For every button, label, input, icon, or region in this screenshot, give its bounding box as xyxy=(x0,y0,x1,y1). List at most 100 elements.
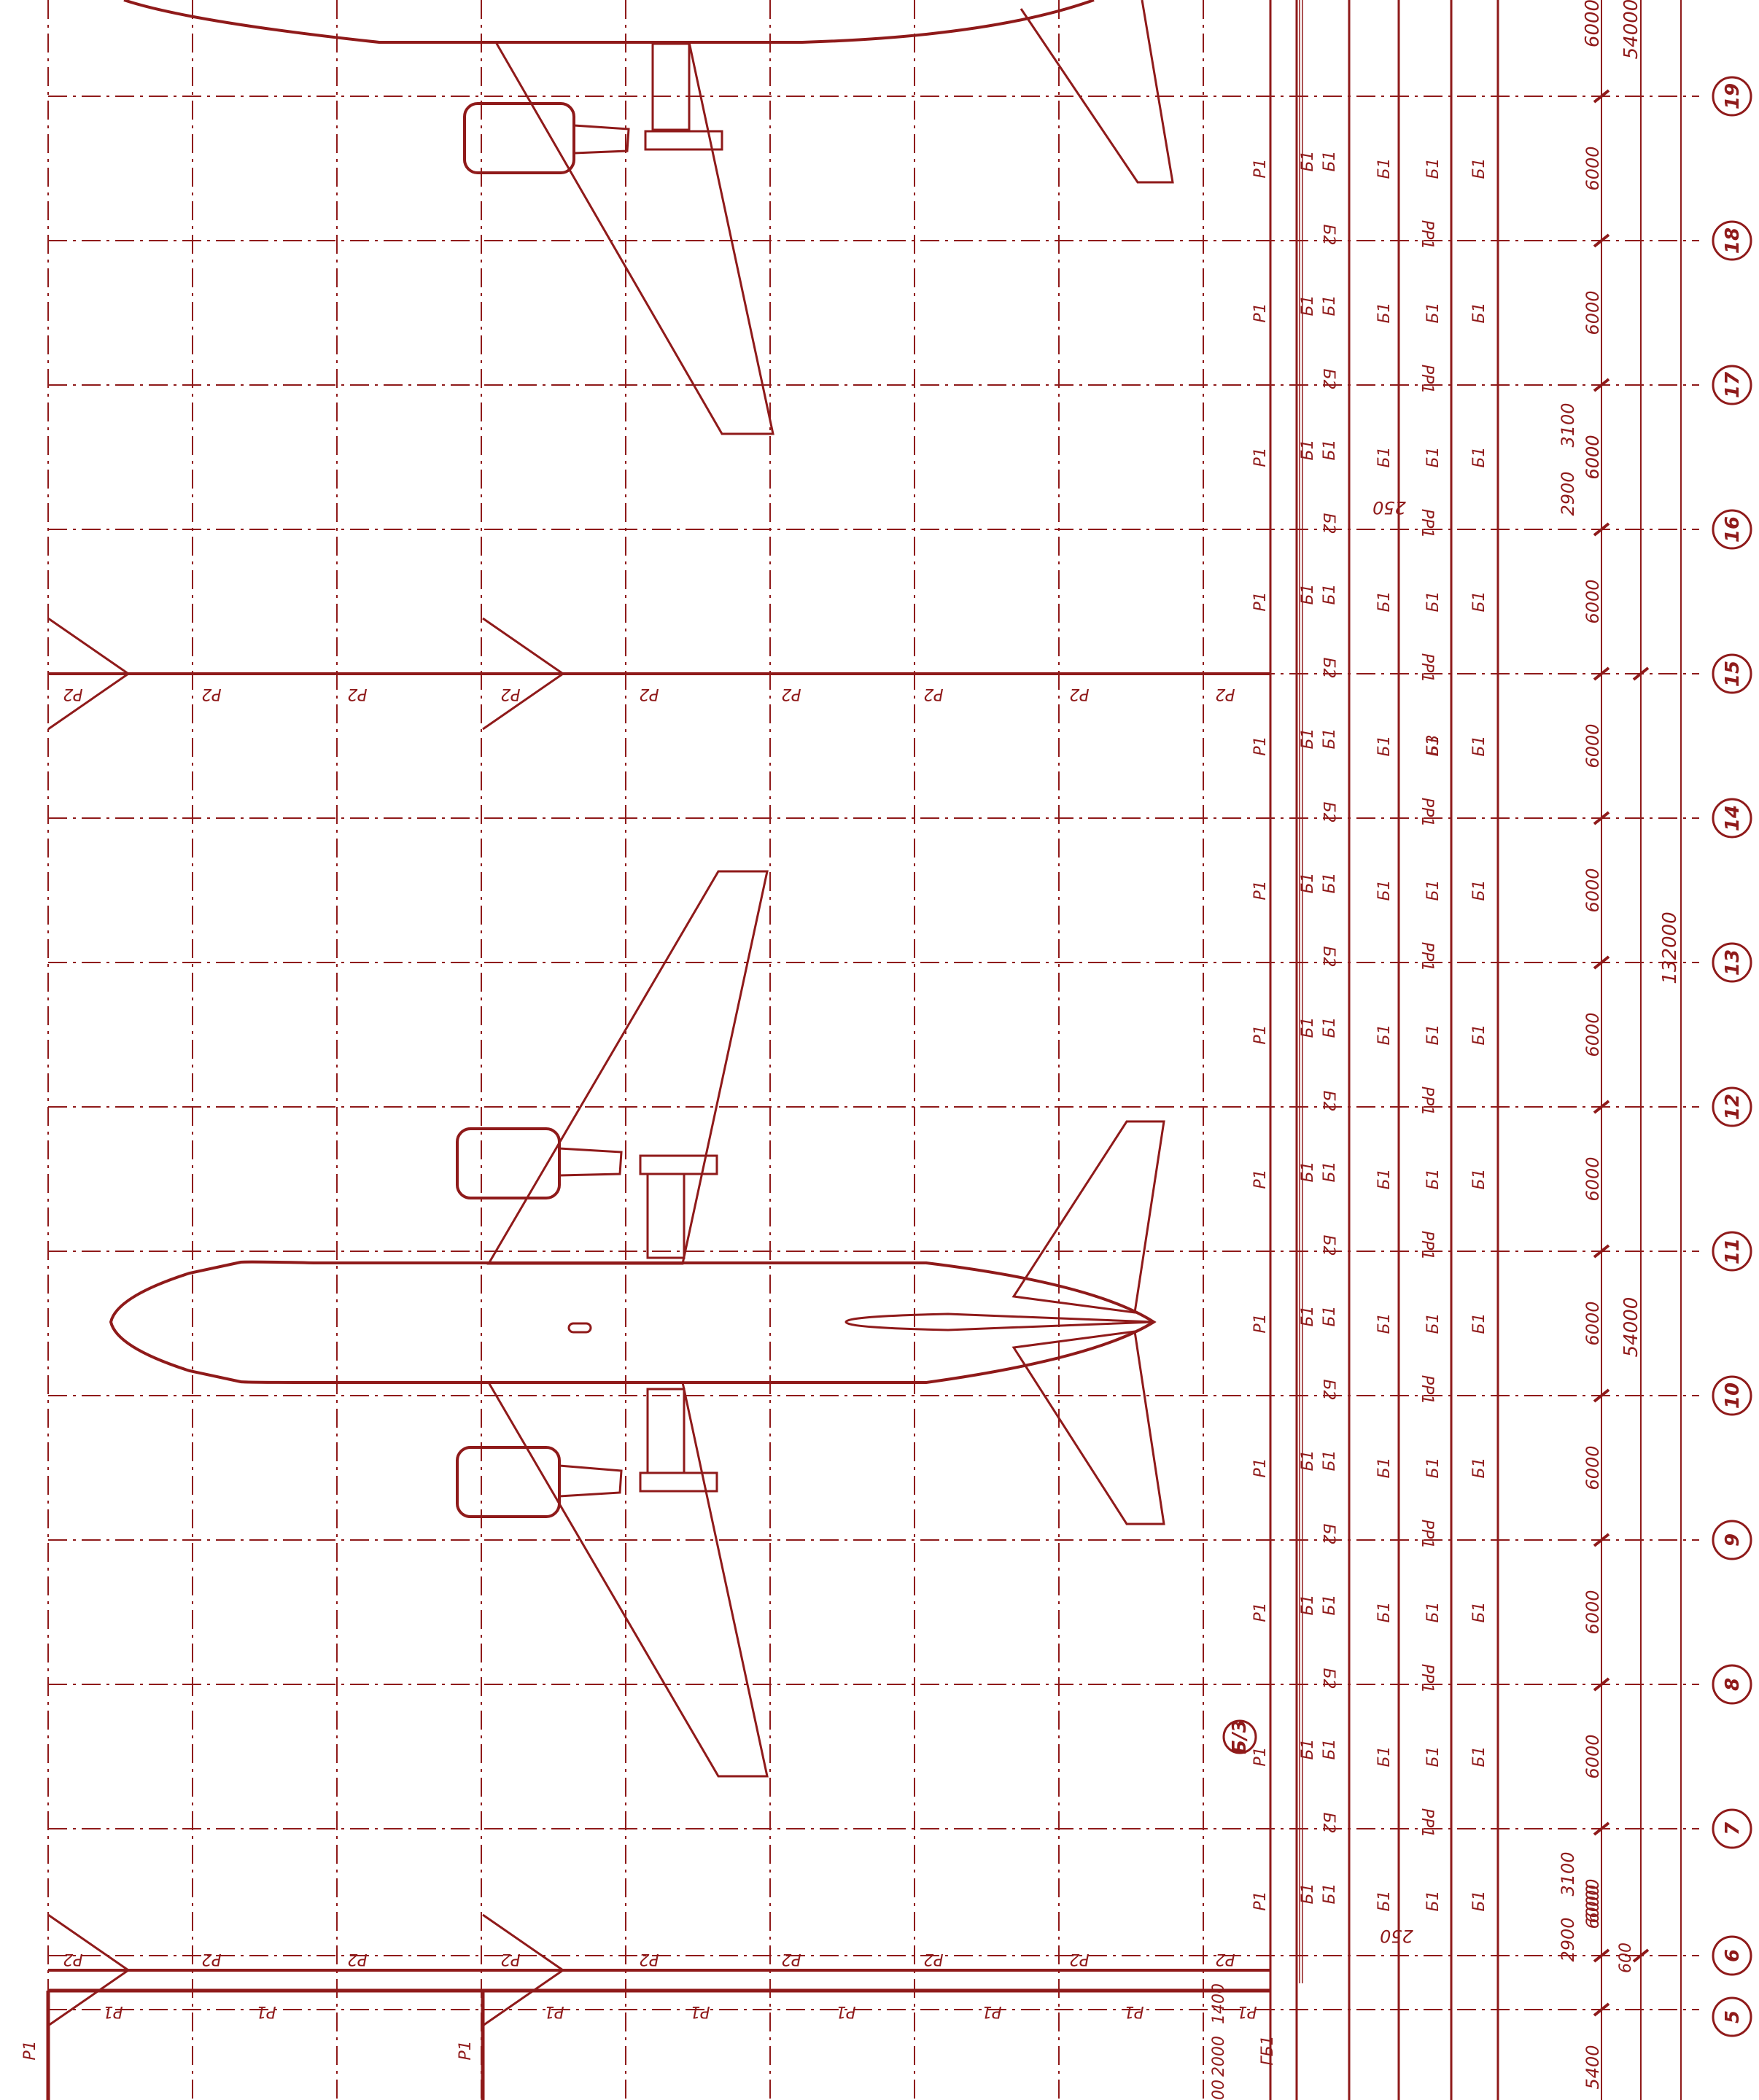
b2-label: Б2 xyxy=(1319,1523,1337,1544)
b1-label: Б1 xyxy=(1321,150,1339,171)
bay-dimension-label: 6000 xyxy=(1583,1156,1603,1201)
axis-marker-number: 12 xyxy=(1722,1094,1744,1120)
axis-marker-circle xyxy=(1712,509,1752,550)
axis-marker-number: 18 xyxy=(1722,228,1744,254)
bay-dimension-label: 6000 xyxy=(1583,579,1603,623)
b1-label: Б1 xyxy=(1321,1738,1339,1759)
pp1-label: РР1 xyxy=(1418,1231,1436,1261)
dimension-tick xyxy=(1593,666,1610,681)
b1-label: Б1 xyxy=(1375,1168,1394,1189)
pair-bottom-b: 6000 xyxy=(1583,1884,1603,1929)
axis-marker-18: 18 xyxy=(1712,220,1752,261)
p2-label: Р2 xyxy=(63,1950,82,1968)
p1-label: Р1 xyxy=(1251,447,1270,467)
aircraft-upper xyxy=(123,0,1174,435)
bottom-00: 00 xyxy=(1210,2080,1228,2100)
section-mark: Б/3 xyxy=(1222,1719,1257,1754)
b1-label: Б1 xyxy=(1321,1016,1339,1038)
p2-label: Р2 xyxy=(781,685,801,703)
b1-label: Б1 xyxy=(1299,295,1317,316)
b2-label: Б2 xyxy=(1319,946,1337,967)
overall-dimension: 132000 xyxy=(1659,911,1681,984)
b1-label: Б1 xyxy=(1375,1890,1394,1911)
p1-label: Р1 xyxy=(1251,1746,1270,1766)
b1-label: Б1 xyxy=(1424,446,1442,467)
axis-marker-circle xyxy=(1712,365,1752,405)
b1-label: Б1 xyxy=(1470,1312,1488,1334)
axis-marker-7: 7 xyxy=(1712,1808,1752,1849)
b1-label: Б1 xyxy=(1375,1312,1394,1334)
b1-label: Б1 xyxy=(1470,1746,1488,1767)
axis-marker-15: 15 xyxy=(1712,653,1752,694)
b1-label: Б1 xyxy=(1321,1883,1339,1904)
b1-label: Б1 xyxy=(1299,583,1317,604)
dimension-tick xyxy=(1593,522,1610,537)
b1-label: Б1 xyxy=(1375,446,1394,467)
b1-label: Б1 xyxy=(1299,150,1317,171)
bay-dimension-label: 6000 xyxy=(1583,146,1603,190)
p1-cable-label: Р1 xyxy=(1124,2002,1143,2021)
p1-label: Р1 xyxy=(1251,1602,1270,1622)
p1-mid-bottom: Р1 xyxy=(457,2040,475,2060)
dimension-tick xyxy=(1593,1677,1610,1692)
b1-label: Б1 xyxy=(1299,1594,1317,1615)
bay-dimension-label: 6000 xyxy=(1583,290,1603,335)
section-mark-label: Б/3 xyxy=(1229,1719,1251,1754)
p2-label: Р2 xyxy=(347,685,367,703)
axis-marker-number: 11 xyxy=(1722,1238,1744,1264)
b1-label: Б1 xyxy=(1470,158,1488,179)
p2-label: Р2 xyxy=(639,685,659,703)
b1-label: Б1 xyxy=(1375,1457,1394,1478)
b2-label: Б2 xyxy=(1319,1668,1337,1689)
b1-label: Б1 xyxy=(1299,1161,1317,1182)
pair-top-c: 2900 xyxy=(1558,471,1578,516)
annotation-layer: Р2 Р2 Р2 Р2 Р2 Р2 Р2 Р2 Р2 Р2 Р2 Р2 Р2 Р2 Р2 Р2 Р2 Р2 Р1 Р1… xyxy=(46,89,1650,2100)
b2-label: Б2 xyxy=(1319,801,1337,822)
dimension-tick xyxy=(1632,1948,1650,1963)
pair-bottom-c: 2900 xyxy=(1558,1917,1578,1961)
aircraft-main xyxy=(109,870,1165,1778)
bay-dimension-label: 6000 xyxy=(1583,1301,1603,1345)
bottom-5400-dimension: 5400 xyxy=(1583,2045,1603,2089)
axis-marker-6: 6 xyxy=(1712,1935,1752,1976)
bay-dimension-label: 6000 xyxy=(1583,1012,1603,1057)
bottom-1400: 1400 xyxy=(1210,1983,1228,2024)
p1-label: Р1 xyxy=(1251,158,1270,178)
cable-bracket xyxy=(47,617,131,731)
b1-label: Б1 xyxy=(1375,1024,1394,1045)
b1-label: Б1 xyxy=(1321,1594,1339,1615)
axis-marker-9: 9 xyxy=(1712,1520,1752,1560)
b1-label: Б1 xyxy=(1321,439,1339,460)
axis-marker-12: 12 xyxy=(1712,1086,1752,1127)
bay-dimension-label: 6000 xyxy=(1583,1445,1603,1490)
dimension-tick xyxy=(1632,666,1650,681)
dimension-tick xyxy=(1593,1948,1610,1963)
pp1-label: РР1 xyxy=(1418,1808,1436,1838)
b1-label: Б1 xyxy=(1299,872,1317,893)
b1-label: Б1 xyxy=(1470,735,1488,756)
dimension-tick xyxy=(1593,1821,1610,1836)
b1-label: Б1 xyxy=(1424,1312,1442,1334)
dim-250-bottom: 250 xyxy=(1380,1926,1413,1946)
axis-marker-number: 9 xyxy=(1722,1533,1744,1547)
axis-marker-19: 19 xyxy=(1712,76,1752,117)
b2-label: Б2 xyxy=(1319,368,1337,389)
axis-marker-circle xyxy=(1712,1375,1752,1416)
p2-label: Р2 xyxy=(923,685,943,703)
b1-label: Б1 xyxy=(1299,1305,1317,1326)
b1-label: Б1 xyxy=(1321,1450,1339,1471)
axis-marker-circle xyxy=(1712,1520,1752,1560)
axis-marker-13: 13 xyxy=(1712,942,1752,983)
pair-top-b: 6000 xyxy=(1583,435,1603,479)
axis-marker-circle xyxy=(1712,1231,1752,1272)
pair-top-a: 3100 xyxy=(1558,402,1578,447)
b1-label: Б1 xyxy=(1321,872,1339,893)
b1-label: Б1 xyxy=(1470,1168,1488,1189)
b1-label: Б1 xyxy=(1424,1890,1442,1911)
axis-marker-circle xyxy=(1712,1935,1752,1976)
cable-bracket xyxy=(482,1913,565,2027)
p2-label: Р2 xyxy=(781,1950,801,1968)
b1-label: Б1 xyxy=(1424,1024,1442,1045)
small-600-dimension: 600 xyxy=(1617,1942,1635,1973)
b1-label: Б1 xyxy=(1424,591,1442,612)
